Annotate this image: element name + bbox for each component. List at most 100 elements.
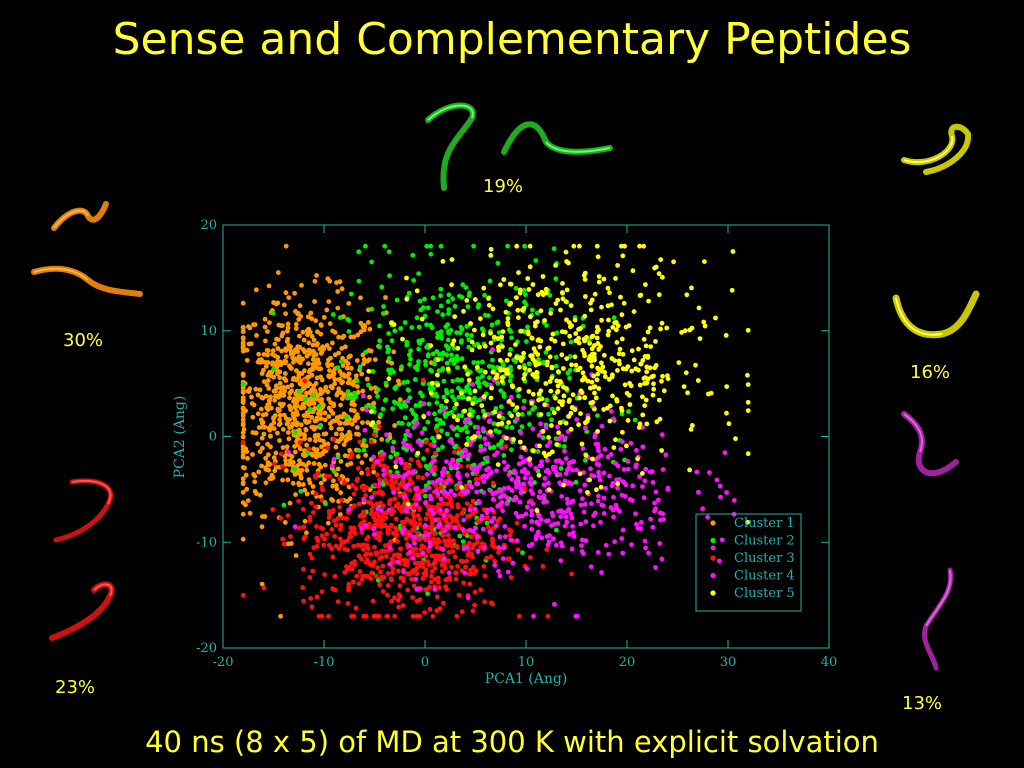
- data-point: [499, 438, 505, 444]
- data-point: [247, 510, 253, 516]
- data-point: [380, 563, 386, 569]
- data-point: [508, 367, 514, 373]
- data-point: [643, 466, 649, 472]
- data-point: [352, 390, 357, 396]
- data-point: [689, 285, 694, 291]
- data-point: [298, 422, 304, 428]
- data-point: [633, 511, 638, 517]
- data-point: [402, 465, 408, 471]
- data-point: [303, 383, 309, 389]
- data-point: [424, 322, 429, 327]
- data-point: [472, 506, 478, 512]
- data-point: [431, 438, 437, 444]
- data-point: [359, 470, 365, 476]
- data-point: [381, 304, 386, 309]
- data-point: [651, 373, 656, 379]
- data-point: [262, 324, 268, 330]
- data-point: [593, 395, 599, 401]
- data-point: [280, 536, 286, 542]
- data-point: [253, 430, 259, 436]
- data-point: [437, 585, 442, 591]
- data-point: [548, 388, 554, 394]
- data-point: [354, 412, 360, 418]
- data-point: [470, 401, 476, 406]
- data-point: [325, 363, 331, 369]
- data-point: [640, 358, 646, 363]
- data-point: [444, 431, 450, 437]
- data-point: [420, 377, 426, 383]
- data-point: [596, 279, 602, 285]
- data-point: [240, 536, 246, 542]
- data-point: [595, 550, 601, 555]
- data-point: [549, 417, 554, 423]
- data-point: [611, 315, 617, 321]
- data-point: [454, 543, 460, 549]
- data-point: [577, 471, 583, 477]
- data-point: [285, 541, 291, 547]
- data-point: [431, 536, 436, 542]
- data-point: [292, 449, 298, 455]
- data-point: [542, 402, 548, 408]
- data-point: [521, 376, 527, 382]
- data-point: [309, 604, 315, 610]
- data-point: [263, 480, 269, 486]
- data-point: [240, 335, 246, 341]
- data-point: [508, 537, 514, 543]
- data-point: [693, 362, 698, 368]
- data-point: [588, 307, 594, 313]
- data-point: [486, 302, 492, 308]
- data-point: [444, 390, 450, 396]
- data-point: [270, 310, 276, 316]
- data-point: [455, 365, 460, 370]
- y-tick-label: 0: [209, 430, 217, 445]
- data-point: [390, 406, 396, 412]
- data-point: [482, 447, 487, 452]
- data-point: [501, 545, 507, 551]
- data-point: [559, 460, 565, 466]
- data-point: [339, 540, 345, 545]
- data-point: [445, 337, 451, 343]
- data-point: [393, 516, 399, 522]
- data-point: [516, 613, 522, 619]
- data-point: [640, 444, 646, 450]
- data-point: [595, 498, 601, 504]
- data-point: [553, 395, 558, 401]
- data-point: [280, 323, 285, 328]
- data-point: [467, 412, 472, 418]
- data-point: [618, 294, 623, 300]
- data-point: [432, 587, 438, 592]
- data-point: [475, 540, 480, 545]
- data-point: [385, 571, 391, 576]
- data-point: [710, 545, 716, 551]
- data-point: [301, 566, 306, 572]
- data-point: [314, 447, 320, 452]
- data-point: [301, 536, 307, 542]
- data-point: [478, 316, 483, 321]
- data-point: [435, 309, 440, 314]
- data-point: [529, 519, 535, 524]
- x-tick-label: 10: [518, 655, 535, 670]
- x-tick-label: -10: [314, 655, 335, 670]
- data-point: [657, 541, 663, 546]
- data-point: [313, 425, 318, 430]
- data-point: [401, 526, 407, 532]
- data-point: [577, 395, 582, 401]
- data-point: [376, 532, 382, 538]
- data-point: [434, 423, 440, 429]
- data-point: [278, 361, 284, 366]
- data-point: [592, 291, 598, 297]
- data-point: [425, 591, 430, 596]
- data-point: [319, 497, 325, 503]
- data-point: [615, 263, 620, 268]
- data-point: [516, 270, 521, 275]
- data-point: [570, 459, 576, 464]
- data-point: [488, 253, 494, 258]
- data-point: [481, 564, 487, 569]
- data-point: [345, 601, 351, 606]
- data-point: [377, 338, 383, 344]
- purple-peptide-ribbon-2: [922, 567, 954, 671]
- data-point: [309, 415, 315, 420]
- data-point: [452, 405, 457, 411]
- data-point: [651, 381, 656, 387]
- data-point: [519, 412, 525, 417]
